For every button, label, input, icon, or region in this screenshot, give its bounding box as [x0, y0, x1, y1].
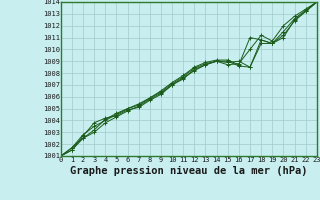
- X-axis label: Graphe pression niveau de la mer (hPa): Graphe pression niveau de la mer (hPa): [70, 165, 308, 176]
